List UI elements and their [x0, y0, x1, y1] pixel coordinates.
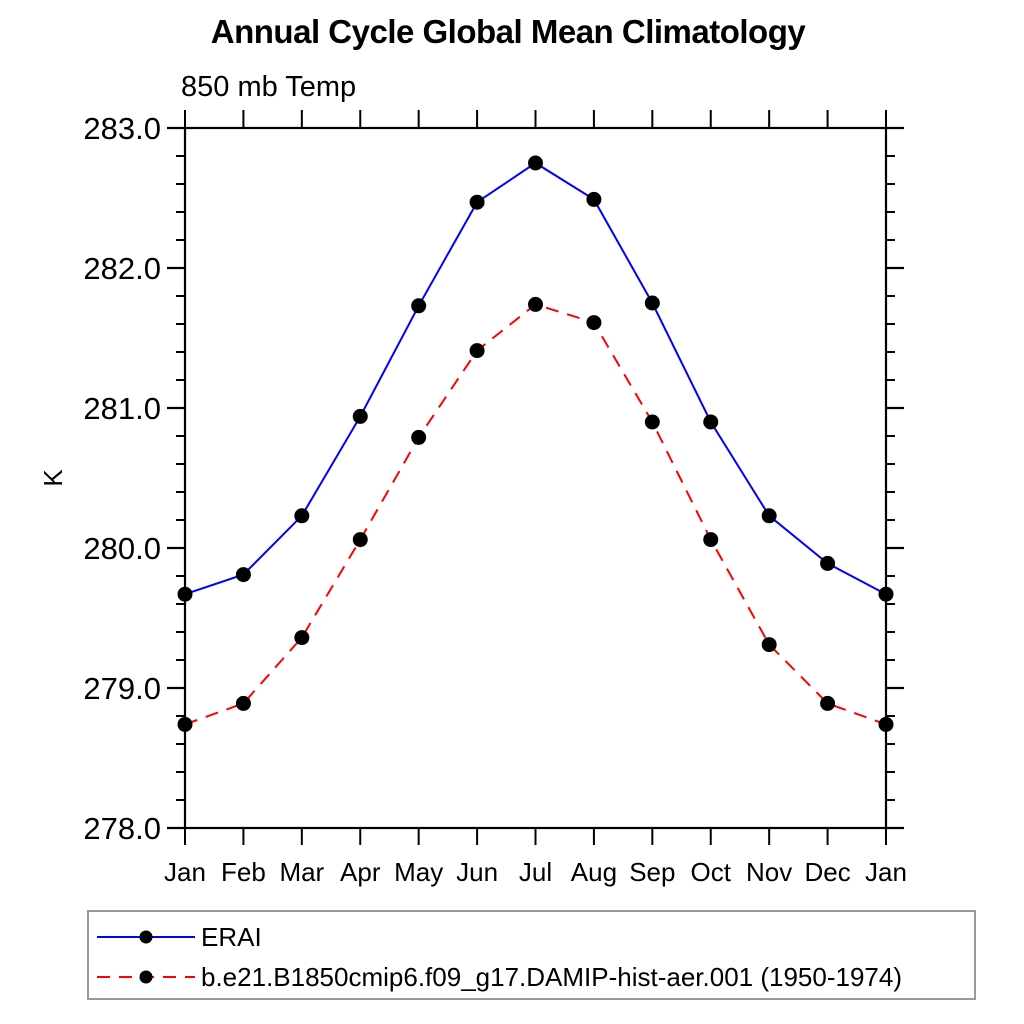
data-point-marker-erai — [294, 508, 310, 524]
data-point-marker-erai — [820, 555, 836, 571]
series-line-erai — [184, 161, 887, 596]
data-point-marker-model — [878, 716, 894, 732]
legend-item-erai: ERAI — [89, 917, 974, 957]
data-point-marker-erai — [177, 586, 193, 602]
x-tick-label: Feb — [221, 857, 266, 887]
legend-label-model: b.e21.B1850cmip6.f09_g17.DAMIP-hist-aer.… — [201, 961, 902, 992]
data-point-marker-erai — [528, 155, 543, 171]
plot-frame — [183, 126, 888, 830]
x-tick-label: Jan — [164, 857, 206, 887]
data-point-marker-model — [528, 296, 543, 312]
legend-line-sample-solid — [97, 930, 195, 944]
data-point-marker-model — [586, 315, 602, 331]
legend-label-erai: ERAI — [201, 921, 262, 952]
series-line-model — [184, 303, 887, 726]
data-point-marker-model — [177, 716, 193, 732]
x-tick-label: Oct — [691, 857, 732, 887]
x-tick-label: Nov — [746, 857, 792, 887]
data-point-marker-erai — [703, 414, 719, 430]
legend-item-model: b.e21.B1850cmip6.f09_g17.DAMIP-hist-aer.… — [89, 957, 974, 997]
data-point-marker-erai — [586, 191, 602, 207]
chart-title: Annual Cycle Global Mean Climatology — [210, 13, 806, 50]
data-point-marker-erai — [761, 508, 777, 524]
x-tick-label: Jul — [519, 857, 552, 887]
data-point-marker-erai — [644, 295, 660, 311]
data-point-marker-model — [294, 630, 310, 646]
legend-line-sample-dashed — [97, 970, 195, 984]
data-point-marker-model — [469, 343, 485, 359]
y-tick-label: 280.0 — [83, 531, 161, 566]
y-tick-label: 283.0 — [83, 111, 161, 146]
data-point-marker-model — [820, 695, 836, 711]
data-point-marker-model — [761, 637, 777, 653]
data-point-marker-model — [411, 429, 427, 445]
y-tick-label: 279.0 — [83, 671, 161, 706]
x-tick-label: Jun — [456, 857, 498, 887]
x-tick-label: Mar — [279, 857, 324, 887]
x-tick-label: Sep — [629, 857, 675, 887]
y-tick-label: 281.0 — [83, 391, 161, 426]
data-point-marker-erai — [878, 586, 894, 602]
x-tick-label: Apr — [340, 857, 381, 887]
data-point-marker-erai — [469, 194, 485, 210]
data-point-marker-erai — [235, 567, 251, 583]
data-point-marker-erai — [352, 408, 368, 424]
x-tick-label: May — [394, 857, 443, 887]
chart-subtitle: 850 mb Temp — [181, 71, 357, 103]
data-point-marker-model — [703, 532, 719, 548]
y-tick-label: 282.0 — [83, 251, 161, 286]
data-point-marker-model — [235, 695, 251, 711]
y-tick-label: 278.0 — [83, 811, 161, 846]
x-tick-label: Jan — [865, 857, 907, 887]
x-tick-label: Aug — [571, 857, 617, 887]
x-tick-label: Dec — [804, 857, 850, 887]
data-point-marker-model — [644, 414, 660, 430]
legend: ERAI b.e21.B1850cmip6.f09_g17.DAMIP-hist… — [87, 910, 976, 1000]
data-point-marker-erai — [411, 298, 427, 314]
data-point-marker-model — [352, 532, 368, 548]
